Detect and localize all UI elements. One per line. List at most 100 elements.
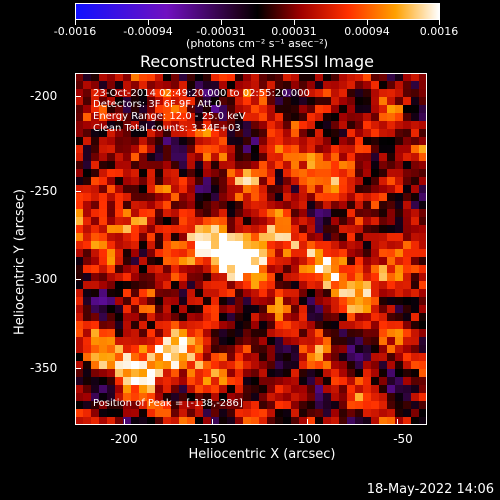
heatmap-cell (363, 217, 372, 226)
heatmap-cell (283, 297, 292, 306)
heatmap-cell (283, 121, 292, 130)
heatmap-cell (403, 337, 412, 346)
heatmap-cell (251, 185, 260, 194)
heatmap-cell (211, 401, 220, 410)
heatmap-cell (387, 369, 396, 378)
heatmap-cell (139, 281, 148, 290)
heatmap-cell (115, 209, 124, 218)
heatmap-cell (131, 225, 140, 234)
heatmap-cell (235, 161, 244, 170)
heatmap-cell (347, 153, 356, 162)
heatmap-cell (299, 241, 308, 250)
heatmap-cell (379, 273, 388, 282)
heatmap-cell (259, 121, 268, 130)
heatmap-cell (131, 257, 140, 266)
heatmap-cell (171, 81, 180, 90)
heatmap-cell (395, 401, 404, 410)
heatmap-cell (163, 169, 172, 178)
heatmap-cell (171, 153, 180, 162)
heatmap-cell (379, 337, 388, 346)
heatmap-cell (267, 73, 276, 82)
heatmap-cell (163, 89, 172, 98)
heatmap-cell (275, 145, 284, 154)
heatmap-cell (379, 313, 388, 322)
heatmap-cell (251, 257, 260, 266)
heatmap-cell (283, 353, 292, 362)
heatmap-cell (339, 401, 348, 410)
heatmap-cell (339, 81, 348, 90)
heatmap-cell (211, 377, 220, 386)
heatmap-cell (395, 81, 404, 90)
heatmap-cell (275, 297, 284, 306)
heatmap-cell (395, 97, 404, 106)
heatmap-cell (203, 105, 212, 114)
heatmap-cell (339, 321, 348, 330)
heatmap-cell (299, 417, 308, 425)
heatmap-cell (227, 137, 236, 146)
heatmap-cell (347, 169, 356, 178)
heatmap-cell (91, 73, 100, 82)
heatmap-cell (371, 273, 380, 282)
heatmap-cell (363, 97, 372, 106)
heatmap-cell (91, 313, 100, 322)
heatmap-cell (419, 353, 427, 362)
heatmap-cell (347, 137, 356, 146)
heatmap-cell (403, 409, 412, 418)
heatmap-cell (267, 193, 276, 202)
heatmap-cell (227, 193, 236, 202)
heatmap-cell (331, 385, 340, 394)
heatmap-cell (419, 177, 427, 186)
heatmap-cell (291, 401, 300, 410)
heatmap-cell (315, 361, 324, 370)
heatmap-cell (291, 257, 300, 266)
heatmap-cell (259, 113, 268, 122)
heatmap-cell (275, 289, 284, 298)
heatmap-cell (163, 177, 172, 186)
heatmap-cell (219, 177, 228, 186)
heatmap-cell (291, 265, 300, 274)
heatmap-cell (395, 177, 404, 186)
heatmap-cell (411, 281, 420, 290)
heatmap-cell (155, 97, 164, 106)
heatmap-cell (91, 409, 100, 418)
heatmap-cell (155, 113, 164, 122)
heatmap-cell (235, 409, 244, 418)
heatmap-cell (291, 145, 300, 154)
heatmap-cell (99, 369, 108, 378)
heatmap-cell (411, 161, 420, 170)
heatmap-cell (283, 249, 292, 258)
heatmap-cell (419, 321, 427, 330)
heatmap-cell (315, 233, 324, 242)
heatmap-cell (147, 113, 156, 122)
heatmap-cell (115, 361, 124, 370)
heatmap-cell (307, 209, 316, 218)
heatmap-cell (331, 113, 340, 122)
heatmap-cell (347, 97, 356, 106)
heatmap-cell (307, 345, 316, 354)
heatmap-cell (291, 305, 300, 314)
heatmap-cell (403, 145, 412, 154)
heatmap-cell (315, 265, 324, 274)
heatmap-cell (203, 353, 212, 362)
heatmap-cell (387, 105, 396, 114)
heatmap-cell (315, 337, 324, 346)
heatmap-cell (339, 209, 348, 218)
heatmap-cell (251, 193, 260, 202)
heatmap-cell (147, 97, 156, 106)
heatmap-cell (379, 81, 388, 90)
heatmap-cell (227, 257, 236, 266)
heatmap-cell (75, 89, 84, 98)
heatmap-cell (379, 97, 388, 106)
heatmap-cell (83, 113, 92, 122)
heatmap-cell (267, 217, 276, 226)
heatmap-cell (147, 201, 156, 210)
heatmap-cell (147, 257, 156, 266)
heatmap-cell (347, 73, 356, 82)
heatmap-cell (315, 81, 324, 90)
heatmap-cell (411, 321, 420, 330)
heatmap-cell (323, 73, 332, 82)
heatmap-cell (267, 249, 276, 258)
heatmap-cell (347, 129, 356, 138)
heatmap-cell (403, 105, 412, 114)
heatmap-cell (219, 329, 228, 338)
